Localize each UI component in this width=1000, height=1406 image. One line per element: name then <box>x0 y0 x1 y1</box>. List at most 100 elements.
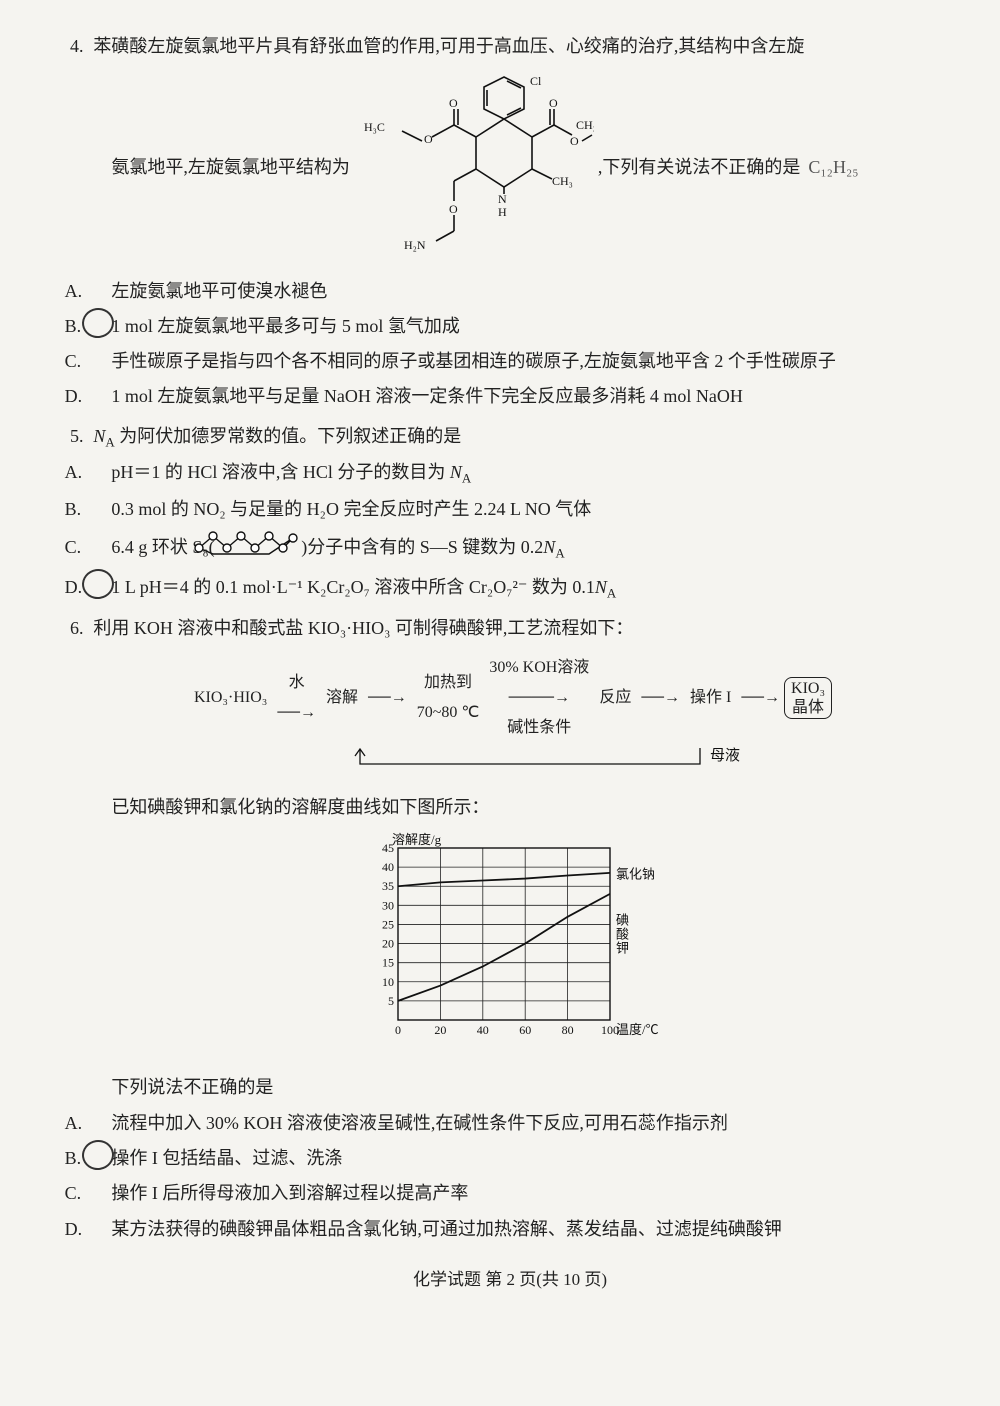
q6-option-d: D.某方法获得的碘酸钾晶体粗品含氯化钠,可通过加热溶解、蒸发结晶、过滤提纯碘酸钾 <box>70 1213 950 1246</box>
svg-text:CH₃: CH₃ <box>576 118 594 132</box>
svg-text:酸: 酸 <box>616 927 629 942</box>
opt-text: 某方法获得的碘酸钾晶体粗品含氯化钠,可通过加热溶解、蒸发结晶、过滤提纯碘酸钾 <box>111 1219 782 1239</box>
solubility-chart: 溶解度/g02040608010051015202530354045氯化钠碘酸钾… <box>70 830 950 1061</box>
q6-stem: 6.利用 KOH 溶液中和酸式盐 KIO₃·HIO₃ 可制得碘酸钾,工艺流程如下… <box>70 612 950 645</box>
svg-text:O: O <box>449 202 458 216</box>
svg-text:80: 80 <box>562 1023 574 1037</box>
page-footer: 化学试题 第 2 页(共 10 页) <box>70 1264 950 1295</box>
optc-post: )分子中含有的 S—S 键数为 0.2NA <box>301 537 564 557</box>
arrow-top-label: 水 <box>289 674 305 691</box>
q6-question-line: 下列说法不正确的是 2:5? <box>70 1071 950 1104</box>
svg-text:45: 45 <box>382 841 394 855</box>
opt-text: 6.4 g 环状 S₈( )分子中含有的 S—S 键数为 0.2NA <box>111 537 564 557</box>
q4-stem-text1: 苯磺酸左旋氨氯地平片具有舒张血管的作用,可用于高血压、心绞痛的治疗,其结构中含左… <box>93 36 804 56</box>
opt-text: 手性碳原子是指与四个各不相同的原子或基团相连的碳原子,左旋氨氯地平含 2 个手性… <box>111 351 836 371</box>
n3-bot: 70~80 ℃ <box>417 704 480 721</box>
flow-node-4: 反应 <box>593 681 637 715</box>
q4-option-a: A.左旋氨氯地平可使溴水褪色 <box>70 275 950 308</box>
svg-text:20: 20 <box>434 1023 446 1037</box>
opt-text: 左旋氨氯地平可使溴水褪色 <box>111 281 327 301</box>
opt-text: 操作 I 后所得母液加入到溶解过程以提高产率 <box>111 1183 468 1203</box>
loop-label: 母液 <box>710 747 740 764</box>
question-4: 4.苯磺酸左旋氨氯地平片具有舒张血管的作用,可用于高血压、心绞痛的治疗,其结构中… <box>70 30 950 414</box>
q5-option-c: C.6.4 g 环状 S₈( )分子中含有的 S—S 键数为 0.2NA <box>70 528 950 569</box>
flow-node-2: 溶解 <box>320 681 364 715</box>
arrow-bot-label: 碱性条件 <box>507 719 571 736</box>
opt-text: pH＝1 的 HCl 溶液中,含 HCl 分子的数目为 NA <box>111 462 471 482</box>
svg-text:40: 40 <box>477 1023 489 1037</box>
q4-stem-pre: 氨氯地平,左旋氨氯地平结构为 <box>70 151 350 184</box>
q6-option-b: B.操作 I 包括结晶、过滤、洗涤 <box>70 1142 950 1175</box>
q6-option-a: A.流程中加入 30% KOH 溶液使溶液呈碱性,在碱性条件下反应,可用石蕊作指… <box>70 1107 950 1140</box>
svg-text:O: O <box>570 134 579 148</box>
q6-option-c: C.操作 I 后所得母液加入到溶解过程以提高产率 <box>70 1177 950 1210</box>
opt-text: 1 L pH＝4 的 0.1 mol·L⁻¹ K₂Cr₂O₇ 溶液中所含 Cr₂… <box>111 577 616 597</box>
q4-option-d: D.1 mol 左旋氨氯地平与足量 NaOH 溶液一定条件下完全反应最多消耗 4… <box>70 380 950 413</box>
svg-text:O: O <box>424 132 433 146</box>
q5-stem: 5.NA 为阿伏加德罗常数的值。下列叙述正确的是 <box>70 420 950 455</box>
process-flowchart: KIO₃·HIO₃ 水──→ 溶解 ──→ 加热到70~80 ℃ 30% KOH… <box>70 653 950 791</box>
flow-recycle: 母液 <box>70 746 950 791</box>
svg-text:25: 25 <box>382 918 394 932</box>
q6-stem-text: 利用 KOH 溶液中和酸式盐 KIO₃·HIO₃ 可制得碘酸钾,工艺流程如下： <box>93 618 633 638</box>
opt-text: 操作 I 包括结晶、过滤、洗涤 <box>111 1148 342 1168</box>
opt-text: 流程中加入 30% KOH 溶液使溶液呈碱性,在碱性条件下反应,可用石蕊作指示剂 <box>111 1113 728 1133</box>
opt-label: A. <box>88 456 111 489</box>
svg-text:15: 15 <box>382 956 394 970</box>
opt-text: 1 mol 左旋氨氯地平与足量 NaOH 溶液一定条件下完全反应最多消耗 4 m… <box>111 386 742 406</box>
svg-text:钾: 钾 <box>616 941 629 956</box>
flow-node-3: 加热到 70~80 ℃ <box>411 666 486 729</box>
svg-text:60: 60 <box>519 1023 531 1037</box>
q4-handwriting: C₁₂H₂₅ <box>808 151 858 184</box>
opt-label: B. <box>88 493 111 526</box>
flow-arrow: 30% KOH溶液────→碱性条件 <box>485 653 593 742</box>
opt-text: 1 mol 左旋氨氯地平最多可与 5 mol 氢气加成 <box>111 316 460 336</box>
svg-text:0: 0 <box>395 1023 401 1037</box>
opt-label: C. <box>88 531 111 564</box>
q4-option-b: B.1 mol 左旋氨氯地平最多可与 5 mol 氢气加成 <box>70 310 950 343</box>
svg-text:Cl: Cl <box>530 74 542 88</box>
q5-option-b: B.0.3 mol 的 NO₂ 与足量的 H₂O 完全反应时产生 2.24 L … <box>70 493 950 526</box>
q6-q-text: 下列说法不正确的是 <box>111 1077 273 1097</box>
svg-text:O: O <box>549 96 558 110</box>
q6-number: 6. <box>70 612 93 645</box>
q4-stem-post: ,下列有关说法不正确的是 <box>598 151 801 184</box>
q6-curve-intro: 已知碘酸钾和氯化钠的溶解度曲线如下图所示： <box>70 791 950 824</box>
opt-label: D. <box>88 1213 111 1246</box>
flow-node-5: 操作 I <box>684 681 737 715</box>
svg-text:40: 40 <box>382 860 394 874</box>
question-5: 5.NA 为阿伏加德罗常数的值。下列叙述正确的是 A.pH＝1 的 HCl 溶液… <box>70 420 950 606</box>
flow-node-6: KIO₃晶体 <box>784 677 832 719</box>
q4-stem-line2: 氨氯地平,左旋氨氯地平结构为 Cl N H <box>70 63 950 272</box>
svg-text:H₃C: H₃C <box>364 120 385 134</box>
svg-text:5: 5 <box>388 994 394 1008</box>
q5-option-a: A.pH＝1 的 HCl 溶液中,含 HCl 分子的数目为 NA <box>70 456 950 491</box>
n3-top: 加热到 <box>424 674 472 691</box>
opt-label-selected: D. <box>88 571 111 604</box>
flow-arrow: ──→ <box>737 683 784 713</box>
q5-option-d: D.1 L pH＝4 的 0.1 mol·L⁻¹ K₂Cr₂O₇ 溶液中所含 C… <box>70 571 950 606</box>
svg-text:H₂N: H₂N <box>404 238 426 252</box>
opt-label: A. <box>88 275 111 308</box>
question-6: 6.利用 KOH 溶液中和酸式盐 KIO₃·HIO₃ 可制得碘酸钾,工艺流程如下… <box>70 612 950 1246</box>
flow-arrow: 水──→ <box>273 668 320 727</box>
q4-number: 4. <box>70 30 93 63</box>
svg-text:30: 30 <box>382 898 394 912</box>
opt-label: D. <box>88 380 111 413</box>
svg-text:20: 20 <box>382 937 394 951</box>
amlodipine-structure-icon: Cl N H O O H₃C O <box>350 63 598 272</box>
opt-label-selected: B. <box>88 310 111 343</box>
opt-label: C. <box>88 345 111 378</box>
svg-text:10: 10 <box>382 975 394 989</box>
svg-text:溶解度/g: 溶解度/g <box>392 832 442 847</box>
q5-number: 5. <box>70 420 93 453</box>
opt-label-selected: B. <box>88 1142 111 1175</box>
svg-text:O: O <box>449 96 458 110</box>
svg-text:氯化钠: 氯化钠 <box>616 867 655 882</box>
s8-ring-icon <box>215 528 302 569</box>
q5-stem-text: NA 为阿伏加德罗常数的值。下列叙述正确的是 <box>93 426 461 446</box>
svg-text:温度/℃: 温度/℃ <box>616 1022 659 1037</box>
svg-text:N: N <box>498 192 507 206</box>
flow-arrow: ──→ <box>364 683 411 713</box>
svg-text:35: 35 <box>382 879 394 893</box>
